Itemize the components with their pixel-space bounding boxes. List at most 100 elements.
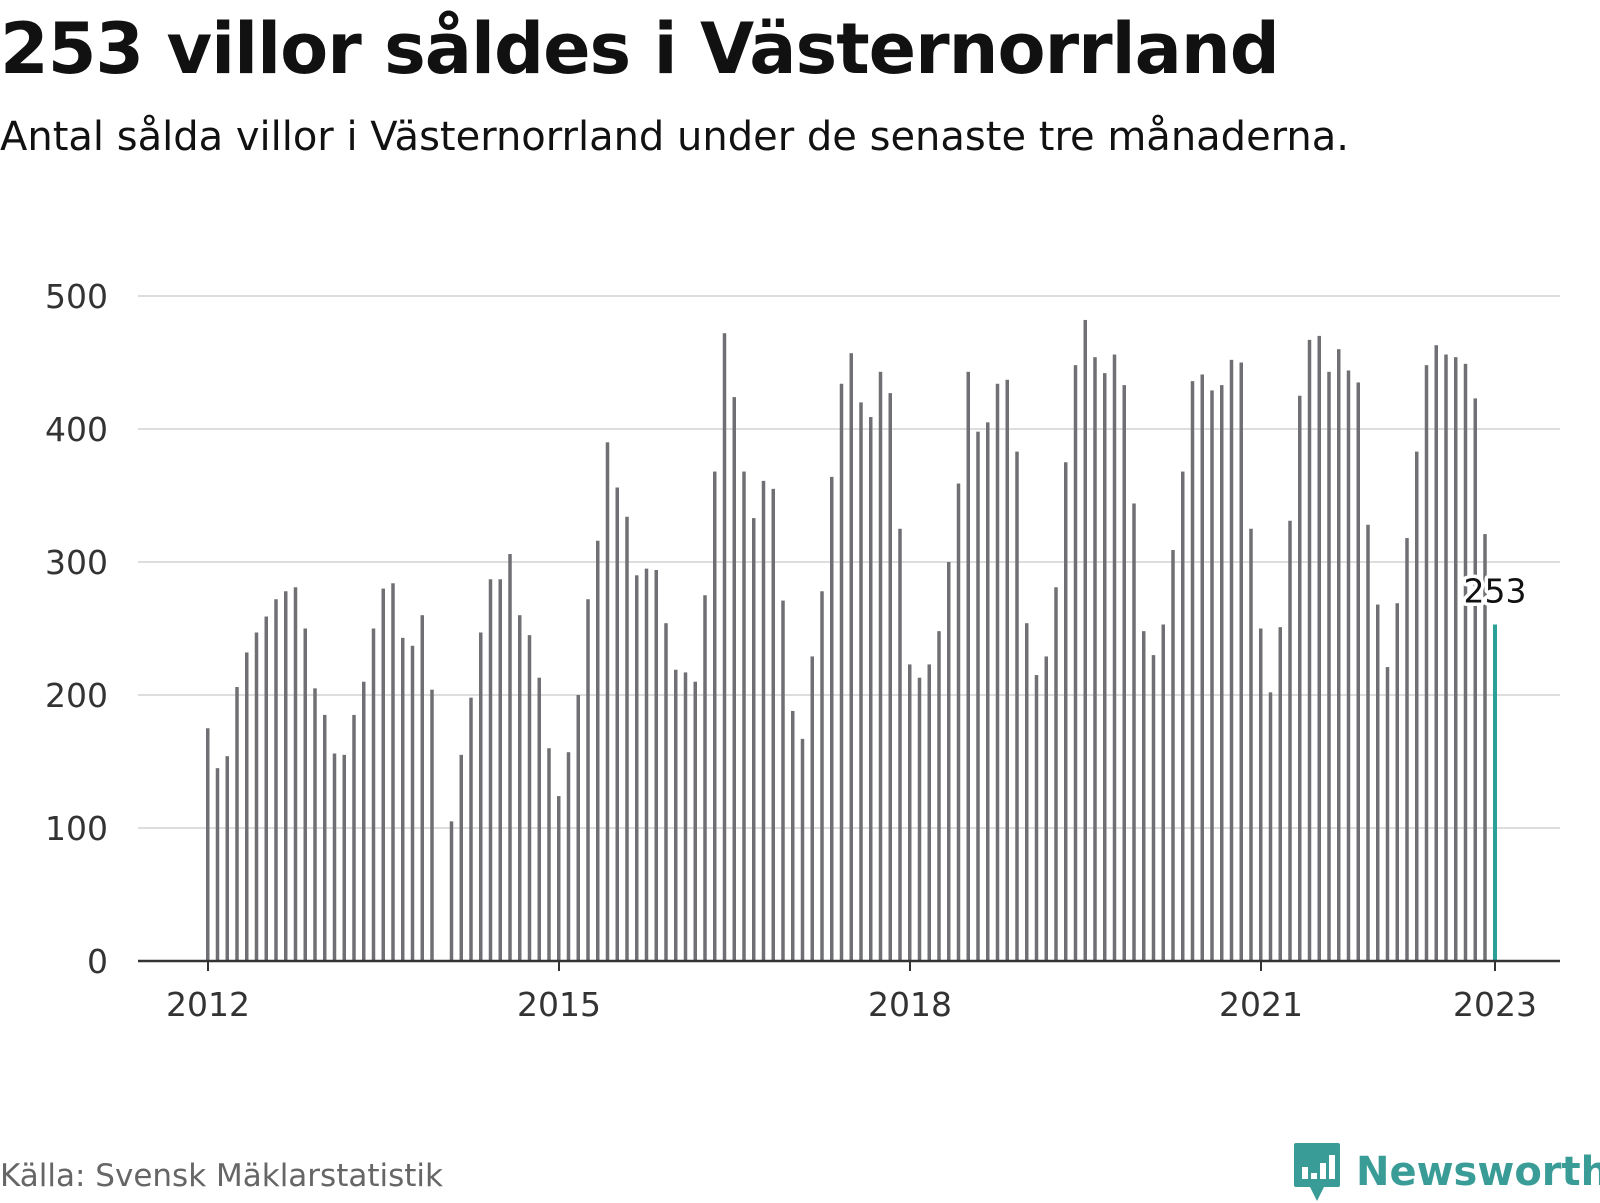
bar-2021-07 [1317, 335, 1321, 961]
bar-2012-09 [284, 591, 288, 961]
bar-2017-09 [869, 417, 873, 961]
bar-2018-11 [1005, 379, 1009, 961]
bar-2022-04 [1405, 538, 1409, 961]
bar-2018-12 [1015, 451, 1019, 961]
bar-2012-01 [206, 728, 210, 961]
bar-2013-06 [371, 628, 376, 961]
bar-2022-02 [1385, 667, 1390, 961]
bar-2016-07 [732, 397, 736, 962]
bar-2018-07 [966, 371, 970, 961]
y-tick-label-200: 200 [45, 676, 108, 715]
bar-2018-03 [927, 664, 931, 961]
bar-2021-11 [1356, 382, 1360, 961]
bar-2018-09 [986, 422, 990, 962]
bar-2012-10 [293, 587, 298, 961]
bar-2022-11 [1473, 398, 1477, 961]
bar-2021-01 [1259, 628, 1263, 961]
bar-2020-08 [1210, 390, 1214, 961]
bar-2017-08 [859, 402, 863, 961]
bar-2016-10 [761, 480, 766, 961]
bar-2020-03 [1161, 624, 1165, 961]
source-note: Källa: Svensk Mäklarstatistik [0, 1158, 443, 1194]
bar-chart-speech-bubble-icon [1294, 1143, 1340, 1201]
bar-2017-02 [800, 738, 805, 961]
bar-2021-12 [1366, 524, 1370, 961]
bar-2017-07 [849, 353, 853, 961]
bar-2016-03 [693, 681, 697, 961]
bar-2015-08 [625, 516, 629, 961]
bar-2019-05 [1064, 462, 1068, 961]
bar-2022-09 [1454, 357, 1458, 961]
bar-2022-08 [1444, 354, 1448, 961]
bar-2022-12 [1483, 534, 1487, 961]
bar-2016-09 [752, 518, 756, 961]
bar-2021-09 [1337, 349, 1341, 961]
bar-2022-05 [1415, 451, 1419, 961]
bar-2019-11 [1122, 385, 1126, 961]
bar-2015-09 [635, 575, 639, 961]
y-tick-label-400: 400 [45, 410, 108, 449]
brand-name: Newsworthy [1356, 1149, 1600, 1195]
bar-2018-05 [947, 562, 951, 961]
bar-2022-07 [1434, 345, 1438, 962]
bar-2020-02 [1151, 655, 1156, 961]
bar-2013-12 [430, 689, 434, 961]
bar-2015-12 [664, 623, 668, 961]
bar-2018-01 [908, 664, 912, 961]
x-tick-label-2012: 2012 [166, 985, 250, 1024]
bar-2020-07 [1200, 374, 1204, 962]
bar-2020-09 [1220, 385, 1224, 961]
bar-2013-07 [381, 588, 385, 961]
bar-2015-03 [576, 695, 580, 961]
bar-2016-08 [742, 471, 746, 961]
bar-2018-04 [937, 631, 941, 961]
bar-2014-05 [479, 632, 483, 961]
bar-2020-10 [1229, 359, 1234, 962]
highlight-data-label: 253 [1464, 572, 1527, 611]
bar-2022-03 [1395, 603, 1399, 961]
bar-2018-06 [956, 483, 961, 961]
bar-chart: 0 100 200 300 400 500 2012 2015 2018 2021 2023 253 [45, 277, 1560, 1024]
bar-2019-01 [1025, 623, 1029, 961]
y-tick-label-0: 0 [87, 942, 108, 981]
bar-2014-06 [488, 579, 493, 961]
bar-2015-10 [644, 568, 649, 961]
y-tick-label-100: 100 [45, 809, 108, 848]
x-tick-label-2021: 2021 [1219, 985, 1303, 1024]
bar-2018-08 [976, 431, 980, 961]
bar-2016-04 [703, 595, 707, 961]
brand-logo: Newsworthy [1292, 1142, 1600, 1202]
bar-2012-04 [235, 687, 239, 961]
x-tick-label-2023: 2023 [1453, 985, 1537, 1024]
y-tick-label-300: 300 [45, 543, 108, 582]
bar-2017-11 [888, 393, 892, 962]
bar-2017-05 [830, 476, 834, 961]
bar-2017-12 [898, 528, 902, 961]
bar-2020-05 [1181, 471, 1185, 961]
bar-2016-02 [683, 672, 688, 961]
bar-2013-11 [420, 615, 424, 961]
bar-2012-05 [245, 652, 249, 961]
bar-2014-09 [518, 615, 522, 961]
bar-2016-05 [713, 471, 717, 961]
bar-2022-06 [1424, 365, 1429, 961]
bar-2021-03 [1278, 627, 1282, 961]
y-tick-label-500: 500 [45, 277, 108, 316]
bar-2015-05 [596, 540, 600, 961]
bar-2015-01 [557, 796, 561, 961]
bar-2020-01 [1142, 631, 1146, 961]
bar-2020-06 [1190, 381, 1195, 961]
bar-2012-03 [225, 756, 229, 961]
bar-2014-11 [537, 677, 541, 961]
bar-2021-08 [1327, 371, 1331, 961]
bar-2021-06 [1307, 339, 1312, 961]
bar-2019-03 [1044, 656, 1048, 961]
bar-2021-05 [1298, 395, 1302, 961]
bar-2017-06 [839, 383, 844, 961]
bar-2013-05 [362, 681, 366, 961]
bar-2021-04 [1288, 520, 1292, 961]
bar-2021-02 [1268, 692, 1273, 961]
bar-2015-02 [566, 752, 571, 961]
bar-2017-04 [820, 591, 824, 961]
bar-2012-08 [274, 599, 278, 961]
